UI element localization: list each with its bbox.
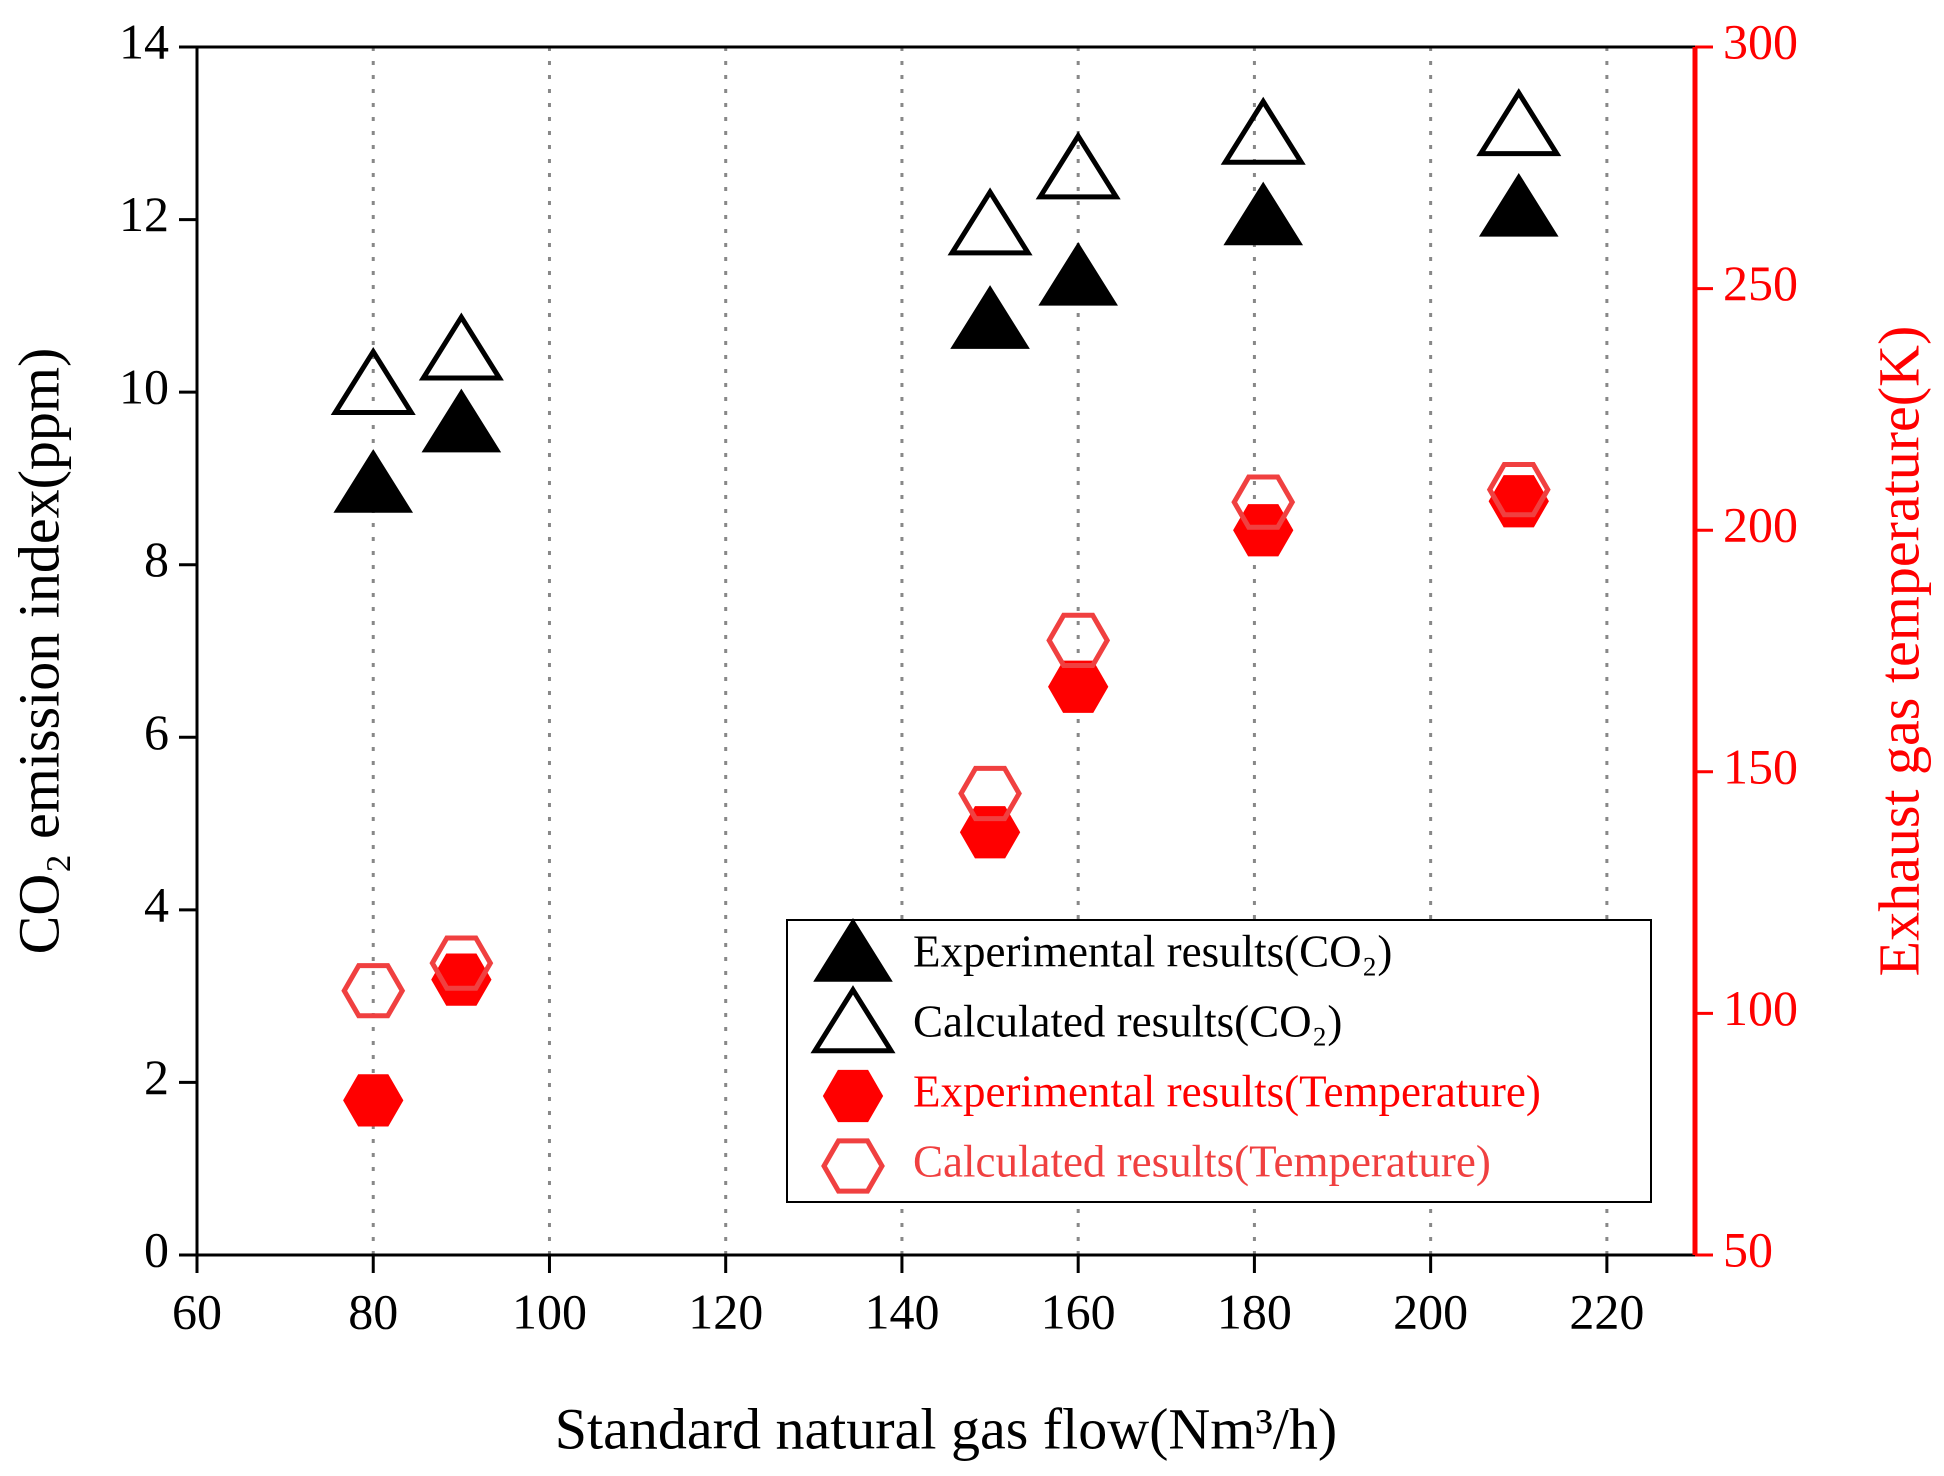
triangle-marker xyxy=(421,388,502,453)
y2-tick-label: 300 xyxy=(1723,13,1798,69)
x-tick-label: 160 xyxy=(1041,1283,1116,1339)
x-tick-label: 140 xyxy=(864,1283,939,1339)
x-tick-label: 180 xyxy=(1217,1283,1292,1339)
hexagon-marker xyxy=(1486,461,1551,518)
triangle-marker xyxy=(1035,131,1121,200)
x-tick-label: 200 xyxy=(1393,1283,1468,1339)
y-tick-label: 8 xyxy=(144,531,169,587)
legend-marker xyxy=(821,1138,885,1194)
hexagon-marker xyxy=(1233,504,1294,557)
legend-marker xyxy=(822,1069,884,1123)
triangle-marker xyxy=(1220,96,1306,165)
legend-label: Calculated results(CO₂) xyxy=(913,996,1342,1046)
y2-tick-label: 100 xyxy=(1723,980,1798,1036)
hexagon-marker xyxy=(959,806,1021,859)
x-tick-label: 100 xyxy=(512,1283,587,1339)
triangle-marker xyxy=(1038,241,1118,306)
hexagon-marker xyxy=(1231,474,1296,530)
y-axis-label: CO₂ emission index(ppm) xyxy=(6,348,71,955)
hexagon-marker xyxy=(1046,612,1111,668)
triangle-marker xyxy=(418,312,504,381)
x-tick-label: 60 xyxy=(172,1283,222,1339)
triangle-marker xyxy=(333,449,414,513)
legend-marker xyxy=(813,918,893,982)
x-axis-label: Standard natural gas flow(Nm³/h) xyxy=(555,1396,1337,1461)
legend-marker xyxy=(810,985,896,1054)
hexagon-marker xyxy=(958,765,1022,822)
triangle-marker xyxy=(950,285,1030,349)
hexagon-marker xyxy=(431,953,492,1006)
y2-tick-label: 250 xyxy=(1723,255,1798,311)
triangle-marker xyxy=(330,347,416,416)
y-tick-label: 6 xyxy=(144,704,169,760)
y2-axis-label: Exhaust gas temperature(K) xyxy=(1866,326,1931,977)
x-tick-label: 120 xyxy=(688,1283,763,1339)
y2-tick-label: 200 xyxy=(1723,497,1798,553)
hexagon-marker xyxy=(429,935,494,991)
triangle-marker xyxy=(947,187,1033,256)
triangle-marker xyxy=(1478,172,1559,237)
y-tick-label: 12 xyxy=(119,186,169,242)
triangle-marker xyxy=(1476,88,1562,157)
y-tick-label: 14 xyxy=(119,13,169,69)
hexagon-marker xyxy=(341,963,406,1019)
x-tick-label: 80 xyxy=(348,1283,398,1339)
legend-label: Calculated results(Temperature) xyxy=(913,1136,1491,1186)
y-tick-label: 4 xyxy=(144,876,169,932)
hexagon-marker xyxy=(1048,660,1109,713)
legend-label: Experimental results(CO₂) xyxy=(913,926,1392,976)
y2-tick-label: 150 xyxy=(1723,738,1798,794)
x-tick-label: 220 xyxy=(1569,1283,1644,1339)
y-tick-label: 10 xyxy=(119,359,169,415)
legend-box xyxy=(786,919,1652,1203)
legend-label: Experimental results(Temperature) xyxy=(913,1066,1541,1116)
y-tick-label: 2 xyxy=(144,1049,169,1105)
hexagon-marker xyxy=(343,1074,404,1127)
y-tick-label: 0 xyxy=(144,1221,169,1277)
y2-tick-label: 50 xyxy=(1723,1221,1773,1277)
triangle-marker xyxy=(1223,181,1304,246)
